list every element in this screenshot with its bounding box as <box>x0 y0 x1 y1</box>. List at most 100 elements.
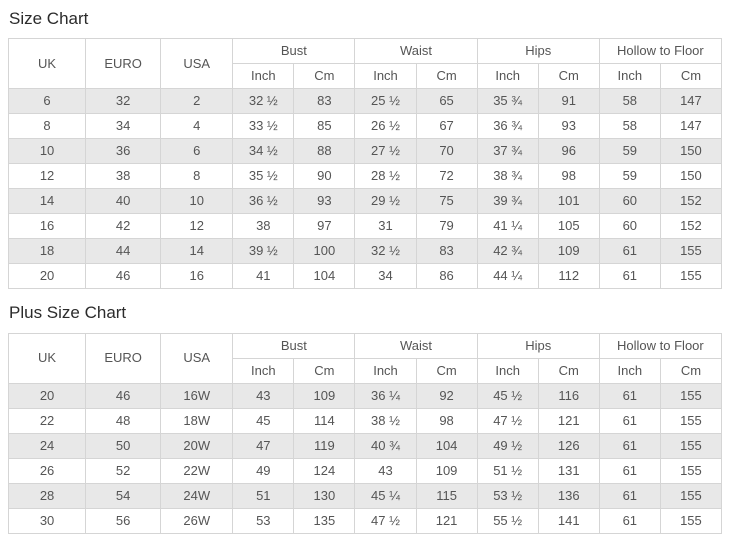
table-cell: 83 <box>293 88 356 115</box>
table-cell: 51 ½ <box>476 457 539 484</box>
table-cell: 90 <box>293 163 356 190</box>
table-cell: 92 <box>415 382 478 409</box>
table-cell: 53 <box>232 507 295 534</box>
table-cell: 26W <box>160 507 234 534</box>
header-cm: Cm <box>293 63 356 90</box>
table-cell: 55 ½ <box>476 507 539 534</box>
table-cell: 126 <box>537 432 600 459</box>
table-cell: 34 <box>85 113 162 140</box>
table-cell: 31 <box>354 213 417 240</box>
table-row: 20 46 16W 43 109 36 ¼ 92 45 ½ 116 61 155 <box>7 382 723 409</box>
table-cell: 8 <box>160 163 234 190</box>
table-cell: 38 ½ <box>354 407 417 434</box>
table-cell: 49 ½ <box>476 432 539 459</box>
table-cell: 22W <box>160 457 234 484</box>
table-cell: 35 ½ <box>232 163 295 190</box>
header-inch: Inch <box>232 357 295 384</box>
table-cell: 60 <box>598 213 661 240</box>
table-cell: 98 <box>537 163 600 190</box>
table-cell: 147 <box>659 113 723 140</box>
table-cell: 61 <box>598 482 661 509</box>
header-cm: Cm <box>537 63 600 90</box>
table-cell: 40 <box>85 188 162 215</box>
table-cell: 32 ½ <box>354 238 417 265</box>
table-cell: 8 <box>7 113 87 140</box>
header-inch: Inch <box>476 357 539 384</box>
table-cell: 88 <box>293 138 356 165</box>
table-cell: 67 <box>415 113 478 140</box>
table-row: 10 36 6 34 ½ 88 27 ½ 70 37 ¾ 96 59 150 <box>7 138 723 165</box>
header-hollow-to-floor: Hollow to Floor <box>598 38 723 65</box>
table-cell: 93 <box>293 188 356 215</box>
table-cell: 16W <box>160 382 234 409</box>
table-cell: 46 <box>85 263 162 290</box>
table-cell: 22 <box>7 407 87 434</box>
table-cell: 26 <box>7 457 87 484</box>
table-cell: 10 <box>160 188 234 215</box>
table-cell: 44 ¼ <box>476 263 539 290</box>
table-header-row: UK EURO USA Bust Waist Hips Hollow to Fl… <box>7 38 723 90</box>
table-cell: 104 <box>293 263 356 290</box>
table-cell: 48 <box>85 407 162 434</box>
table-cell: 32 <box>85 88 162 115</box>
table-cell: 18 <box>7 238 87 265</box>
header-bust: Bust <box>232 332 356 359</box>
table-cell: 52 <box>85 457 162 484</box>
table-row: 6 32 2 32 ½ 83 25 ½ 65 35 ¾ 91 58 147 <box>7 88 723 115</box>
table-cell: 155 <box>659 482 723 509</box>
header-waist: Waist <box>354 332 478 359</box>
table-cell: 39 ½ <box>232 238 295 265</box>
table-cell: 33 ½ <box>232 113 295 140</box>
table-cell: 61 <box>598 407 661 434</box>
table-cell: 135 <box>293 507 356 534</box>
table-cell: 36 <box>85 138 162 165</box>
table-cell: 32 ½ <box>232 88 295 115</box>
header-uk: UK <box>7 332 87 384</box>
table-cell: 58 <box>598 88 661 115</box>
table-cell: 43 <box>354 457 417 484</box>
table-cell: 56 <box>85 507 162 534</box>
table-cell: 79 <box>415 213 478 240</box>
table-cell: 51 <box>232 482 295 509</box>
table-cell: 85 <box>293 113 356 140</box>
size-chart-title: Size Chart <box>9 9 89 28</box>
header-cm: Cm <box>415 357 478 384</box>
table-cell: 130 <box>293 482 356 509</box>
table-cell: 61 <box>598 263 661 290</box>
table-cell: 20 <box>7 263 87 290</box>
table-subheader-row: Inch Cm Inch Cm Inch Cm Inch Cm <box>9 357 723 384</box>
table-cell: 44 <box>85 238 162 265</box>
table-cell: 83 <box>415 238 478 265</box>
header-hips: Hips <box>476 332 600 359</box>
header-hollow-to-floor: Hollow to Floor <box>598 332 723 359</box>
table-cell: 155 <box>659 432 723 459</box>
table-cell: 27 ½ <box>354 138 417 165</box>
table-row: 30 56 26W 53 135 47 ½ 121 55 ½ 141 61 155 <box>7 507 723 534</box>
table-cell: 124 <box>293 457 356 484</box>
table-cell: 86 <box>415 263 478 290</box>
table-cell: 47 ½ <box>354 507 417 534</box>
table-cell: 54 <box>85 482 162 509</box>
table-row: 20 46 16 41 104 34 86 44 ¼ 112 61 155 <box>7 263 723 290</box>
table-cell: 37 ¾ <box>476 138 539 165</box>
header-cm: Cm <box>659 63 723 90</box>
table-cell: 12 <box>160 213 234 240</box>
header-usa: USA <box>160 38 234 90</box>
table-cell: 45 ¼ <box>354 482 417 509</box>
header-cm: Cm <box>659 357 723 384</box>
table-cell: 14 <box>7 188 87 215</box>
table-header-row: UK EURO USA Bust Waist Hips Hollow to Fl… <box>7 332 723 384</box>
table-cell: 155 <box>659 263 723 290</box>
table-cell: 43 <box>232 382 295 409</box>
table-cell: 28 ½ <box>354 163 417 190</box>
table-cell: 6 <box>7 88 87 115</box>
header-euro: EURO <box>85 38 162 90</box>
table-cell: 25 ½ <box>354 88 417 115</box>
table-cell: 61 <box>598 457 661 484</box>
table-cell: 29 ½ <box>354 188 417 215</box>
table-cell: 100 <box>293 238 356 265</box>
table-row: 26 52 22W 49 124 43 109 51 ½ 131 61 155 <box>7 457 723 484</box>
table-cell: 6 <box>160 138 234 165</box>
table-row: 18 44 14 39 ½ 100 32 ½ 83 42 ¾ 109 61 155 <box>7 238 723 265</box>
table-cell: 131 <box>537 457 600 484</box>
